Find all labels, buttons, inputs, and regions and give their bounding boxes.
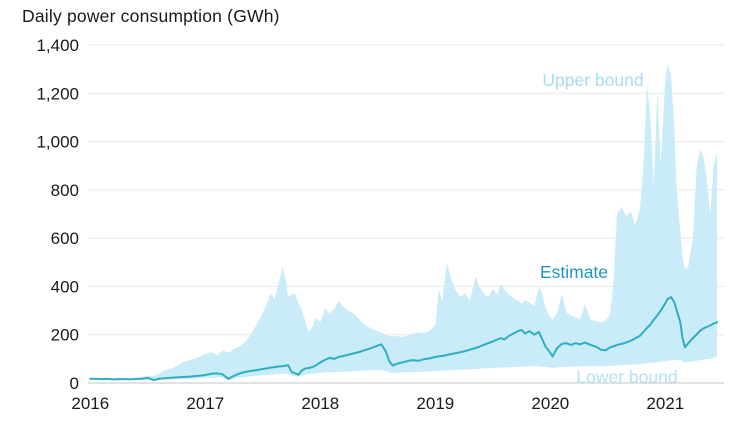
annotation-upper-bound: Upper bound [542,70,643,90]
y-tick-label: 200 [51,326,79,345]
y-tick-label: 600 [51,229,79,248]
y-tick-label: 1,200 [36,84,79,103]
x-tick-label: 2016 [71,394,109,413]
x-tick-label: 2020 [531,394,569,413]
y-tick-label: 0 [70,374,79,393]
annotation-lower-bound: Lower bound [576,367,677,387]
y-tick-label: 400 [51,277,79,296]
annotation-estimate: Estimate [540,262,608,282]
confidence-band-area [90,64,718,381]
x-tick-label: 2018 [301,394,339,413]
estimate-line [89,296,719,382]
chart-title: Daily power consumption (GWh) [22,6,280,26]
y-tick-label: 800 [51,181,79,200]
x-tick-label: 2021 [646,394,684,413]
x-tick-label: 2019 [416,394,454,413]
y-tick-label: 1,000 [36,133,79,152]
x-tick-label: 2017 [186,394,224,413]
y-tick-label: 1,400 [36,36,79,55]
